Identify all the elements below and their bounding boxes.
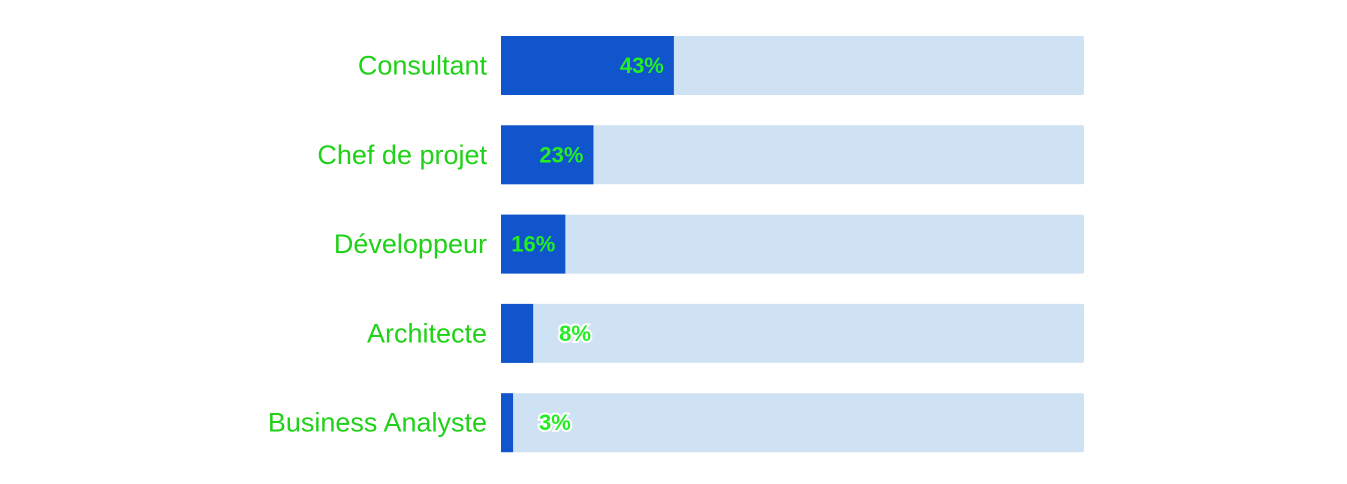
category-label: Développeur: [334, 229, 487, 259]
value-label: 3%: [539, 410, 571, 435]
bar-track: [501, 393, 1084, 453]
bar-row: Architecte 8%: [367, 303, 1084, 363]
bar: [501, 393, 514, 453]
bar: [501, 36, 674, 95]
category-label: Architecte: [367, 318, 487, 348]
bar-track: [501, 303, 1084, 363]
category-label: Business Analyste: [268, 408, 487, 438]
bar: [501, 303, 534, 363]
bar-row: Consultant 43%: [358, 36, 1084, 95]
bar-track: [501, 125, 1084, 185]
bar-row: Business Analyste 3%: [268, 393, 1084, 453]
value-label: 43%: [620, 53, 664, 78]
value-label: 23%: [539, 142, 583, 167]
value-label: 16%: [511, 232, 555, 257]
bar-row: Développeur 16%: [334, 214, 1084, 274]
bar: [501, 214, 566, 274]
bar-row: Chef de projet 23%: [317, 125, 1084, 185]
bar-track: [501, 214, 1084, 274]
bar: [501, 125, 594, 185]
value-label: 8%: [559, 321, 591, 346]
category-label: Consultant: [358, 51, 488, 81]
category-label: Chef de projet: [317, 140, 487, 170]
